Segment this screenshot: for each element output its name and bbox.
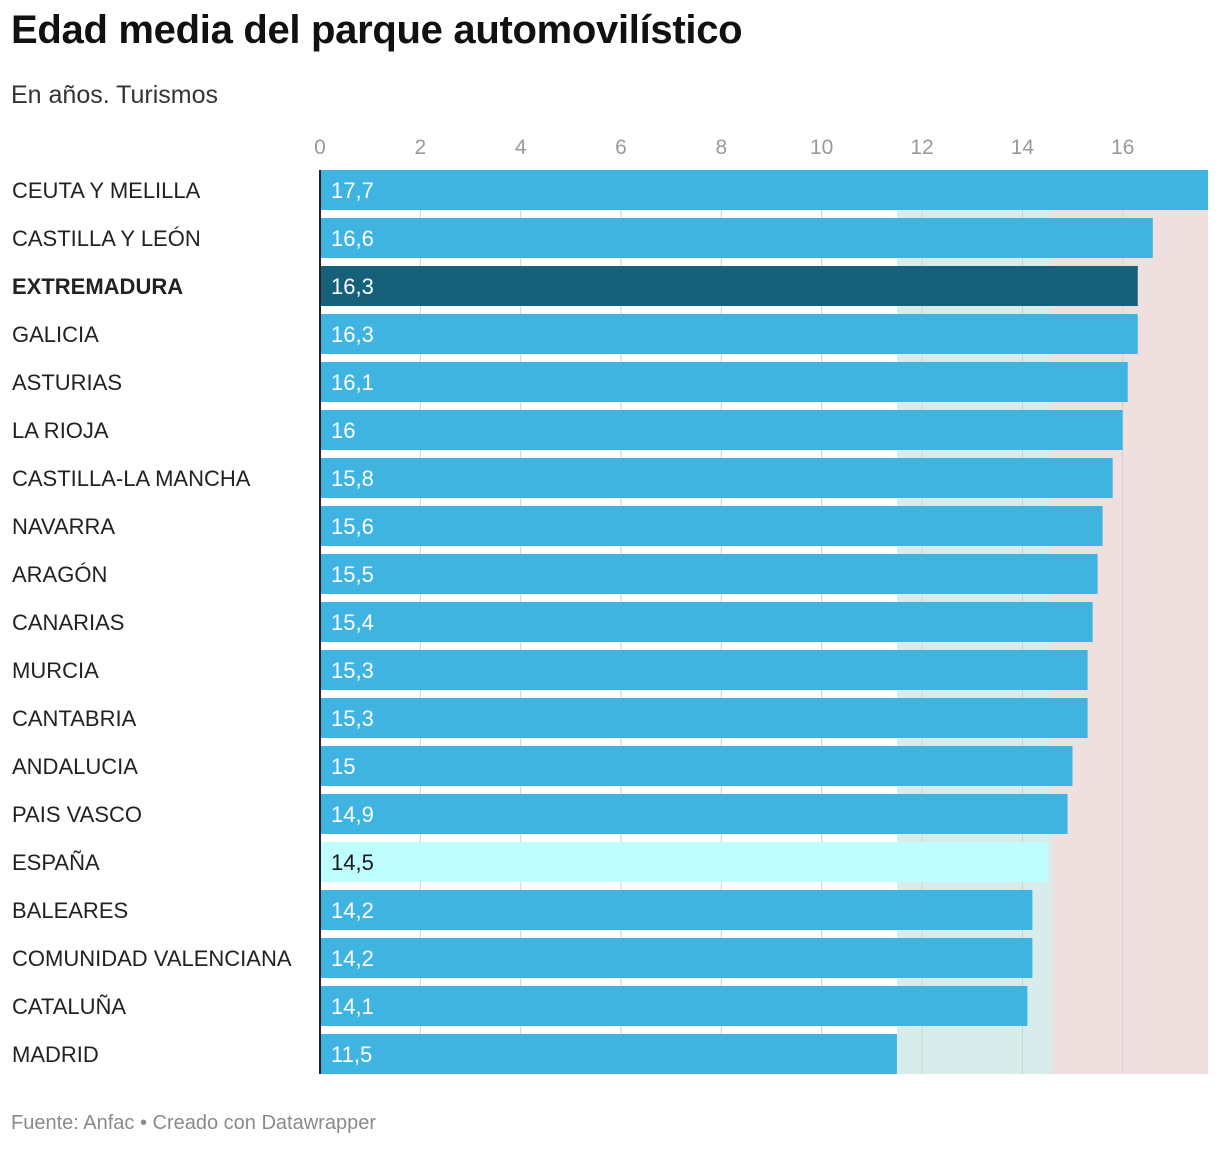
category-label: CEUTA Y MELILLA bbox=[12, 178, 201, 203]
value-label: 15,4 bbox=[331, 610, 374, 635]
category-label: CATALUÑA bbox=[12, 994, 126, 1019]
category-label: COMUNIDAD VALENCIANA bbox=[12, 946, 292, 971]
value-label: 15 bbox=[331, 754, 355, 779]
value-label: 15,6 bbox=[331, 514, 374, 539]
x-tick-label: 12 bbox=[910, 136, 933, 159]
value-label: 16,1 bbox=[331, 370, 374, 395]
category-label: ANDALUCIA bbox=[12, 754, 138, 779]
category-label: MURCIA bbox=[12, 658, 99, 683]
bar bbox=[320, 1034, 897, 1074]
chart-title: Edad media del parque automovilístico bbox=[11, 8, 743, 52]
bar bbox=[320, 938, 1033, 978]
value-label: 14,1 bbox=[331, 994, 374, 1019]
category-label: BALEARES bbox=[12, 898, 128, 923]
bar bbox=[320, 554, 1098, 594]
bar bbox=[320, 362, 1128, 402]
bar bbox=[320, 698, 1088, 738]
x-tick-label: 0 bbox=[314, 136, 326, 159]
value-label: 16 bbox=[331, 418, 355, 443]
bar bbox=[320, 602, 1093, 642]
bar bbox=[320, 314, 1138, 354]
x-tick-label: 16 bbox=[1111, 136, 1134, 159]
x-tick-label: 10 bbox=[810, 136, 833, 159]
bar bbox=[320, 506, 1103, 546]
value-label: 15,3 bbox=[331, 658, 374, 683]
category-label: ASTURIAS bbox=[12, 370, 122, 395]
category-label: CASTILLA Y LEÓN bbox=[12, 226, 201, 251]
value-label: 16,6 bbox=[331, 226, 374, 251]
x-tick-label: 2 bbox=[414, 136, 426, 159]
category-label: GALICIA bbox=[12, 322, 99, 347]
chart-subtitle: En años. Turismos bbox=[11, 81, 219, 109]
source-footer: Fuente: Anfac • Creado con Datawrapper bbox=[11, 1112, 376, 1134]
bar bbox=[320, 266, 1138, 306]
category-label: CANARIAS bbox=[12, 610, 124, 635]
value-label: 15,3 bbox=[331, 706, 374, 731]
x-tick-label: 14 bbox=[1011, 136, 1035, 159]
bar bbox=[320, 218, 1153, 258]
category-label: LA RIOJA bbox=[12, 418, 109, 443]
bar bbox=[320, 458, 1113, 498]
bar bbox=[320, 842, 1048, 882]
bar bbox=[320, 170, 1208, 210]
x-tick-label: 4 bbox=[515, 136, 527, 159]
value-label: 14,2 bbox=[331, 946, 374, 971]
x-tick-label: 8 bbox=[716, 136, 728, 159]
category-label: EXTREMADURA bbox=[12, 274, 183, 299]
category-label: ESPAÑA bbox=[12, 850, 100, 875]
bar bbox=[320, 650, 1088, 690]
category-label: CASTILLA-LA MANCHA bbox=[12, 466, 251, 491]
bar bbox=[320, 890, 1033, 930]
bar bbox=[320, 746, 1073, 786]
category-label: PAIS VASCO bbox=[12, 802, 142, 827]
category-label: NAVARRA bbox=[12, 514, 115, 539]
value-label: 15,5 bbox=[331, 562, 374, 587]
bar bbox=[320, 410, 1123, 450]
x-tick-label: 6 bbox=[615, 136, 627, 159]
value-label: 15,8 bbox=[331, 466, 374, 491]
bar bbox=[320, 986, 1028, 1026]
value-label: 14,5 bbox=[331, 850, 374, 875]
value-label: 17,7 bbox=[331, 178, 374, 203]
value-label: 16,3 bbox=[331, 274, 374, 299]
category-label: ARAGÓN bbox=[12, 562, 107, 587]
value-label: 11,5 bbox=[331, 1042, 372, 1067]
category-label: MADRID bbox=[12, 1042, 99, 1067]
bar bbox=[320, 794, 1068, 834]
category-label: CANTABRIA bbox=[12, 706, 137, 731]
value-label: 14,2 bbox=[331, 898, 374, 923]
value-label: 14,9 bbox=[331, 802, 374, 827]
value-label: 16,3 bbox=[331, 322, 374, 347]
